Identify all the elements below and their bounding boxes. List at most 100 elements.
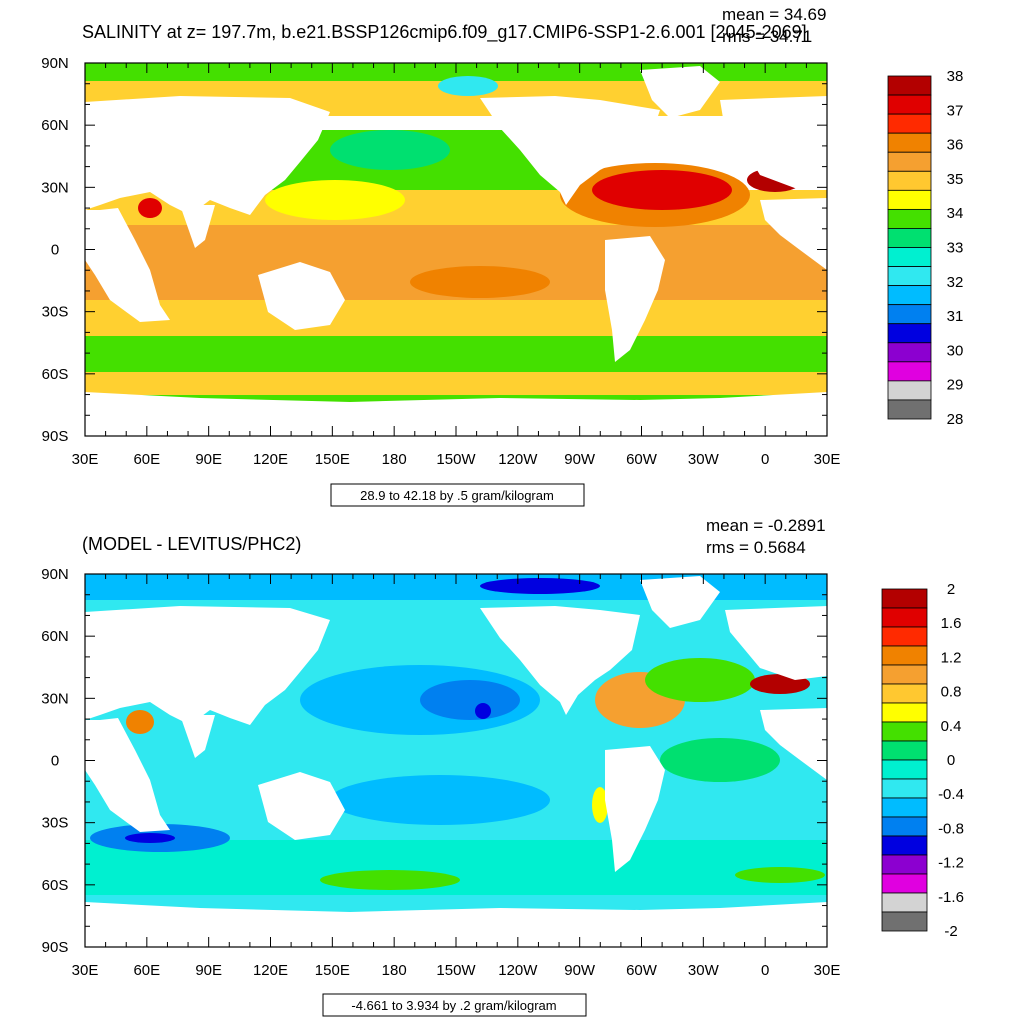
mean-label: mean = -0.2891	[706, 516, 826, 535]
y-tick-label: 90S	[42, 428, 69, 445]
arctic-fresh-core	[480, 578, 600, 594]
land-australia	[258, 262, 345, 330]
colorbar-label: 31	[947, 308, 964, 325]
y-tick-label: 0	[51, 242, 59, 259]
colorbar-swatch	[881, 740, 928, 761]
colorbar-swatch	[887, 266, 932, 287]
land-north-america	[480, 96, 660, 205]
colorbar-swatch	[881, 626, 928, 647]
x-tick-label: 120W	[498, 962, 538, 979]
land-south-america	[605, 236, 665, 362]
y-tick-label: 30N	[41, 690, 69, 707]
axes: 30E 60E 90E 120E 150E 180 150W 120W 90W 60W 30W 0 30…	[41, 566, 840, 979]
south-pacific-fresh	[330, 775, 550, 825]
x-tick-label: 90E	[195, 962, 222, 979]
land-greenland	[640, 66, 720, 118]
land-australia	[258, 772, 345, 840]
colorbar-swatch	[881, 683, 928, 704]
colorbar-swatch	[887, 399, 932, 420]
land-antarctica	[85, 392, 827, 436]
colorbar-swatch	[881, 607, 928, 628]
land-antarctica	[85, 902, 827, 947]
panel-title: SALINITY at z= 197.7m, b.e21.BSSP126cmip…	[82, 22, 807, 43]
north-pacific-core	[420, 680, 520, 720]
colorbar-swatch	[887, 361, 932, 382]
colorbar-swatch	[881, 854, 928, 875]
land-west-africa	[760, 708, 827, 780]
map-field	[85, 63, 827, 436]
colorbar-label: 30	[947, 342, 964, 359]
colorbar-swatch	[881, 645, 928, 666]
south-pacific-salty-core	[410, 266, 550, 298]
x-tick-label: 150W	[436, 962, 476, 979]
rms-label: rms = 34.71	[722, 27, 812, 46]
panel-salinity: SALINITY at z= 197.7m, b.e21.BSSP126cmip…	[41, 5, 964, 507]
colorbar-swatch	[881, 588, 928, 609]
colorbar-label: 1.2	[941, 649, 962, 666]
land-eurasia	[85, 606, 330, 725]
north-pacific-fresh-patch	[330, 130, 450, 170]
land	[85, 576, 827, 947]
x-tick-label: 30E	[814, 962, 841, 979]
colorbar-label: 0.8	[941, 684, 962, 701]
colorbar: 2 1.6 1.2 0.8 0.4 0 -0.4 -0.8 -1.2 -1.6 -2	[881, 581, 964, 940]
colorbar-swatch	[881, 778, 928, 799]
colorbar-swatch	[887, 323, 932, 344]
contour-info-box	[330, 483, 585, 507]
x-tick-label: 90W	[564, 451, 596, 468]
x-tick-label: 30W	[688, 451, 720, 468]
x-tick-label: 120W	[498, 451, 538, 468]
colorbar-label: 38	[947, 68, 964, 85]
land-africa	[85, 208, 170, 322]
band-subtropics-south	[85, 300, 827, 340]
y-tick-label: 60S	[42, 877, 69, 894]
colorbar-swatch	[881, 816, 928, 837]
colorbar-label: 28	[947, 411, 964, 428]
colorbar-label: 36	[947, 137, 964, 154]
land-india	[180, 715, 215, 758]
colorbar-swatch	[881, 873, 928, 894]
colorbar-swatch	[881, 721, 928, 742]
brazil-current-positive	[592, 787, 608, 823]
colorbar-label: -0.8	[938, 820, 964, 837]
north-atlantic-green	[645, 658, 755, 702]
rms-label: rms = 0.5684	[706, 538, 806, 557]
colorbar-label: -1.6	[938, 889, 964, 906]
colorbar-swatch	[887, 113, 932, 134]
colorbar-label: 34	[947, 205, 964, 222]
x-tick-label: 30W	[688, 962, 720, 979]
colorbar-label: 0	[947, 752, 955, 769]
colorbar-label: 35	[947, 171, 964, 188]
x-tick-label: 60E	[133, 451, 160, 468]
x-tick-label: 60E	[133, 962, 160, 979]
x-tick-label: 120E	[253, 451, 288, 468]
x-tick-label: 90W	[564, 962, 596, 979]
contour-info-box	[322, 993, 587, 1017]
y-tick-label: 60S	[42, 366, 69, 383]
land-india	[180, 205, 215, 248]
colorbar-swatch	[881, 664, 928, 685]
colorbar-label: -2	[944, 923, 957, 940]
southern-green-1	[320, 870, 460, 890]
x-tick-label: 90E	[195, 451, 222, 468]
red-sea-arabian	[138, 198, 162, 218]
colorbar-swatch	[887, 189, 932, 210]
colorbar-swatch	[887, 228, 932, 248]
north-atlantic-max	[592, 170, 732, 210]
colorbar-swatch	[887, 170, 932, 191]
x-tick-label: 60W	[626, 962, 658, 979]
colorbar-swatch	[887, 94, 932, 115]
colorbar-swatch	[887, 342, 932, 363]
land-greenland	[640, 576, 720, 628]
band-southern	[85, 336, 827, 376]
y-tick-label: 30S	[42, 815, 69, 832]
colorbar-swatch	[887, 247, 932, 267]
y-tick-label: 90S	[42, 939, 69, 956]
colorbar-swatch	[887, 75, 932, 96]
x-tick-label: 30E	[72, 451, 99, 468]
x-tick-label: 0	[761, 451, 769, 468]
equatorial-atlantic	[660, 738, 780, 782]
colorbar-swatch	[881, 892, 928, 913]
colorbar-label: 37	[947, 102, 964, 119]
